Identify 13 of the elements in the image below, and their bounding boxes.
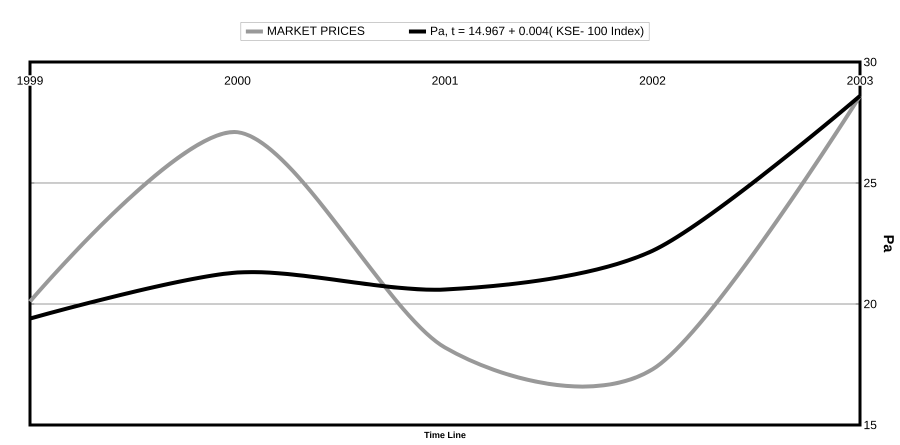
x-tick-label: 2002 — [640, 76, 666, 85]
x-tick-label: 2003 — [847, 76, 873, 85]
y-tick-label: 30 — [864, 58, 876, 66]
x-tick-label: 2001 — [432, 76, 458, 85]
y-axis-title: Pa — [884, 236, 894, 252]
y-tick-label: 20 — [864, 300, 876, 308]
x-axis-title: Time Line — [424, 432, 466, 438]
x-tick-label: 1999 — [18, 76, 43, 85]
legend-label: Pa, t = 14.967 + 0.004( KSE- 100 Index) — [430, 26, 644, 38]
x-tick-label: 2000 — [224, 76, 250, 85]
legend-label: MARKET PRICES — [268, 26, 364, 35]
y-tick-label: 15 — [864, 420, 876, 430]
y-tick-label: 25 — [864, 178, 876, 188]
